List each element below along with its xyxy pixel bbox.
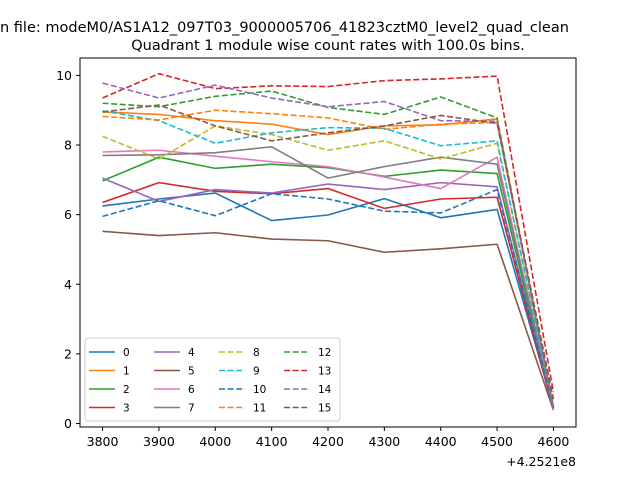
- figure-suptitle: n file: modeM0/AS1A12_097T03_9000005706_…: [0, 20, 569, 36]
- x-tick-label: 4000: [199, 434, 231, 449]
- legend-label-6: 6: [188, 384, 195, 396]
- series-line-12: [102, 90, 555, 407]
- legend-label-10: 10: [253, 384, 266, 396]
- series-line-8: [102, 125, 555, 407]
- x-tick-label: 3900: [143, 434, 175, 449]
- x-axis: 3800 3900 4000 4100 4200 4300 4400 4500 4600: [87, 427, 570, 449]
- series-line-10: [102, 188, 555, 409]
- x-tick-label: 4300: [368, 434, 400, 449]
- x-tick-label: 4500: [481, 434, 513, 449]
- y-tick-label: 6: [64, 207, 72, 222]
- legend-label-11: 11: [253, 403, 266, 415]
- y-tick-label: 0: [64, 416, 72, 431]
- legend-label-7: 7: [188, 403, 195, 415]
- legend-label-14: 14: [318, 384, 332, 396]
- legend-label-3: 3: [123, 403, 130, 415]
- series-line-2: [102, 156, 555, 409]
- legend-label-9: 9: [253, 366, 260, 378]
- legend-label-4: 4: [188, 347, 195, 359]
- series-line-4: [102, 177, 555, 409]
- series-group: [102, 72, 555, 411]
- y-tick-label: 2: [64, 346, 72, 361]
- legend-label-1: 1: [123, 366, 130, 378]
- y-axis: 0 2 4 6 8 10: [56, 68, 80, 431]
- x-tick-label: 4400: [425, 434, 457, 449]
- series-line-14: [102, 82, 555, 409]
- series-line-15: [102, 104, 555, 400]
- legend-box: [84, 337, 341, 422]
- y-tick-label: 4: [64, 277, 72, 292]
- series-line-13: [102, 72, 555, 393]
- y-tick-label: 8: [64, 138, 72, 153]
- legend-label-2: 2: [123, 384, 130, 396]
- series-line-5: [102, 230, 555, 411]
- x-tick-label: 4200: [312, 434, 344, 449]
- x-tick-label: 4600: [538, 434, 570, 449]
- series-line-7: [102, 145, 555, 409]
- x-tick-label: 3800: [87, 434, 119, 449]
- legend-label-13: 13: [318, 366, 331, 378]
- series-line-9: [102, 110, 555, 409]
- legend-label-0: 0: [123, 347, 130, 359]
- legend-label-5: 5: [188, 366, 195, 378]
- series-line-6: [102, 149, 555, 410]
- x-offset-label: +4.2521e8: [506, 454, 576, 469]
- legend-label-12: 12: [318, 347, 331, 359]
- y-tick-label: 10: [56, 68, 72, 83]
- series-line-11: [102, 109, 555, 409]
- legend-label-15: 15: [318, 403, 331, 415]
- legend-label-8: 8: [253, 347, 260, 359]
- chart-title: Quadrant 1 module wise count rates with …: [131, 38, 525, 54]
- x-tick-label: 4100: [256, 434, 288, 449]
